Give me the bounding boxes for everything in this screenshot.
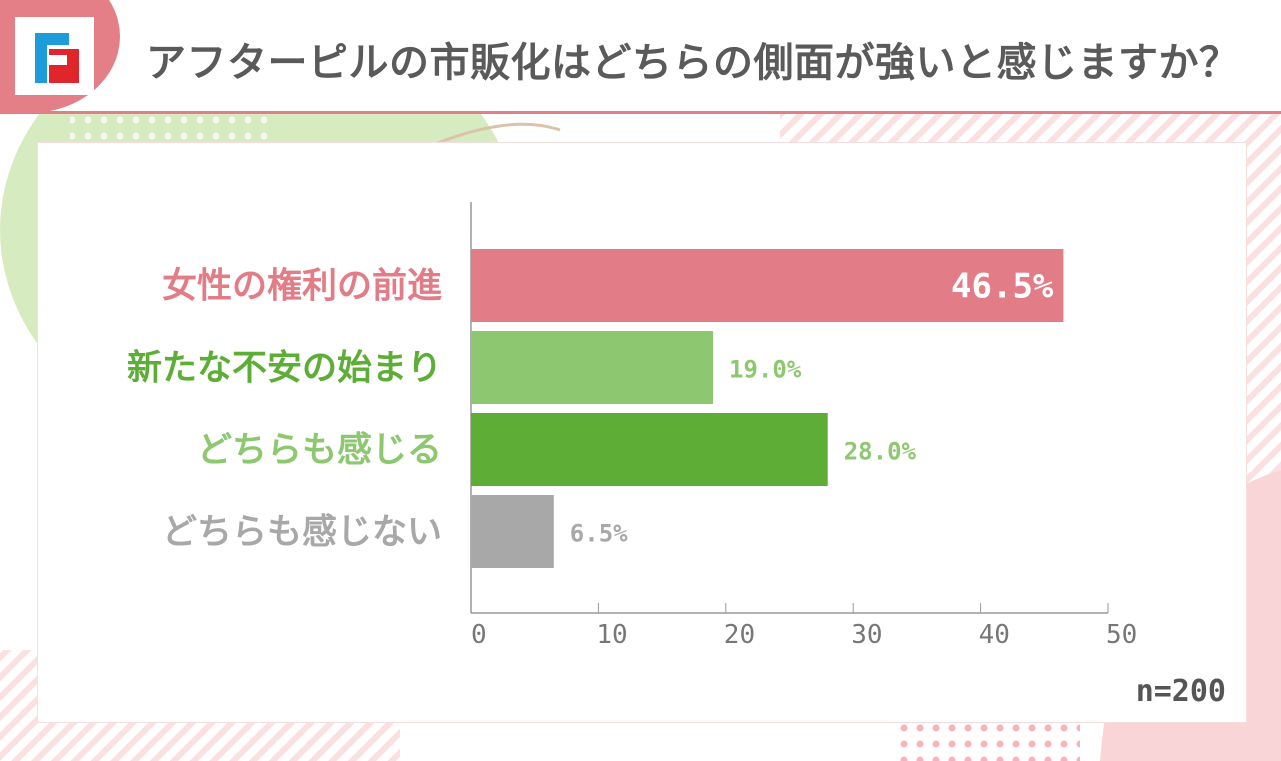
bar [471,495,554,568]
bar [471,331,714,404]
x-tick-label: 30 [851,620,882,650]
data-label: 28.0% [844,438,917,466]
sample-size-note: n=200 [1136,674,1226,709]
header: アフターピルの市販化はどちらの側面が強いと感じますか？ [0,0,1281,114]
x-tick-label: 20 [724,620,755,650]
data-label: 6.5% [570,520,628,548]
data-label: 46.5% [951,267,1054,307]
data-label: 19.0% [729,356,802,384]
x-tick-label: 40 [979,620,1010,650]
x-tick-label: 10 [596,620,627,650]
brand-logo [15,17,94,95]
category-label: どちらも感じる [197,431,442,471]
bar [471,413,828,486]
category-label: 女性の権利の前進 [162,266,442,307]
x-tick-label: 0 [471,620,487,650]
bar [471,249,1064,322]
page-title: アフターピルの市販化はどちらの側面が強いと感じますか？ [146,40,1240,86]
category-label: 新たな不安の始まり [127,349,442,389]
category-label: どちらも感じない [162,513,442,553]
x-tick-label: 50 [1106,620,1137,650]
logo-icon [35,33,79,83]
